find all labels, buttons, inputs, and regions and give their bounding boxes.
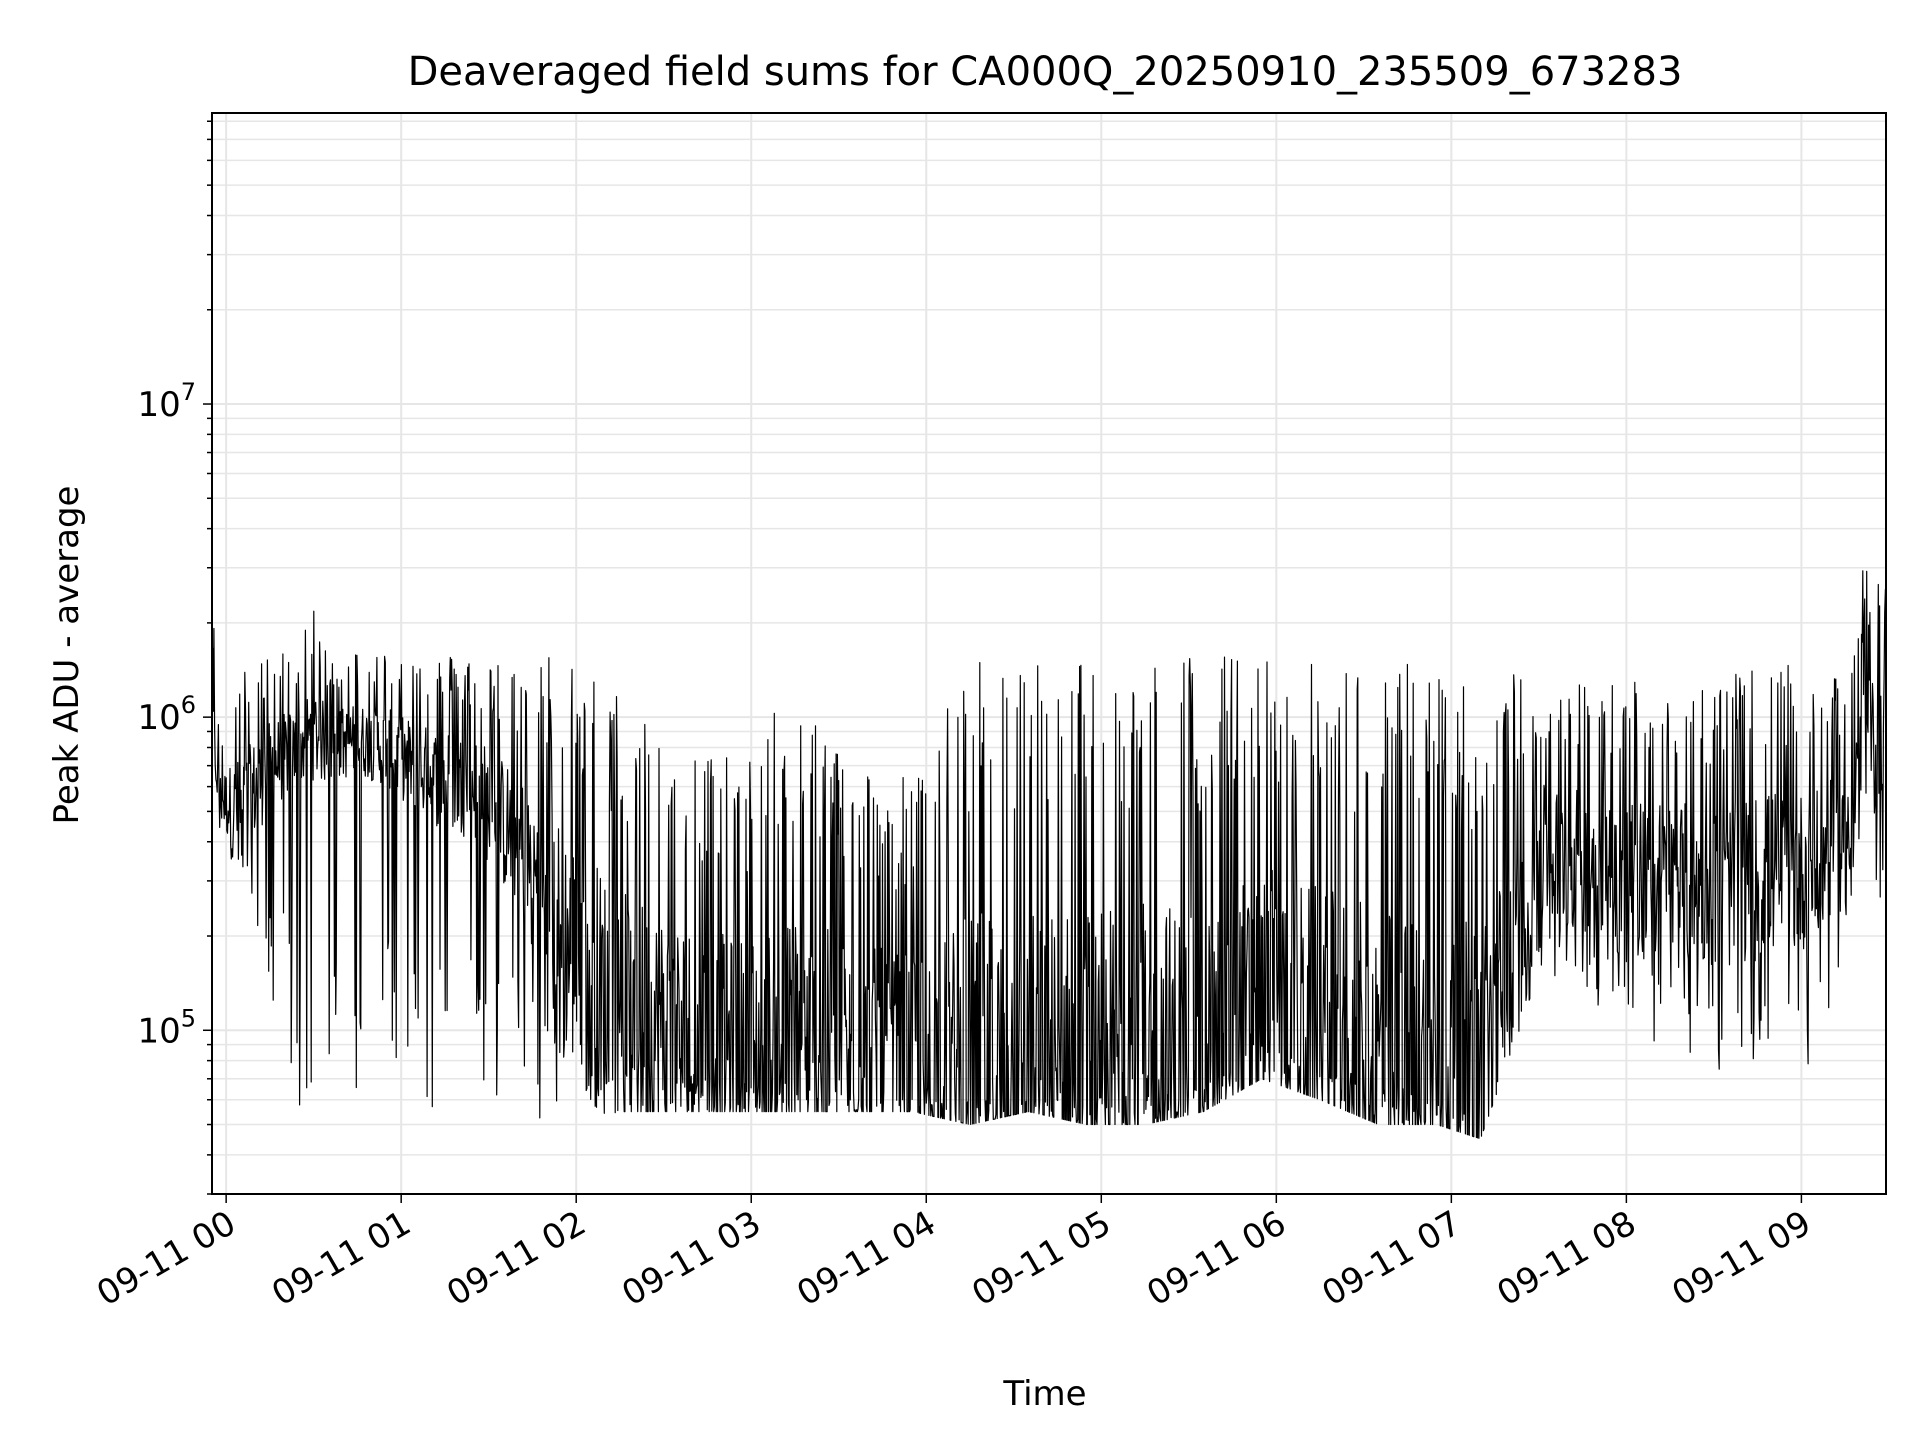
plot-frame [211, 112, 1887, 1195]
series-line [211, 570, 1887, 1139]
y-tick-label: 107 [137, 378, 196, 425]
chart-title: Deaveraged field sums for CA000Q_2025091… [408, 49, 1683, 95]
y-tick-label: 105 [137, 1004, 196, 1051]
x-axis-label: Time [1002, 1374, 1086, 1414]
y-axis: 105 106 107 [137, 120, 212, 1195]
series-path [211, 570, 1887, 1139]
y-tick-label: 106 [137, 691, 196, 738]
y-axis-label: Peak ADU - average [47, 486, 87, 825]
